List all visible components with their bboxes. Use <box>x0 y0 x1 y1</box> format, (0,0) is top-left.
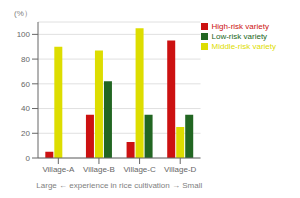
html-text:High-risk variety: High-risk variety <box>211 22 269 31</box>
svg-text:100: 100 <box>17 30 31 39</box>
svg-text:0: 0 <box>26 154 31 163</box>
svg-text:60: 60 <box>21 80 30 89</box>
html-text:Middle-risk variety: Middle-risk variety <box>211 42 276 51</box>
svg-text:Village-B: Village-B <box>83 165 115 174</box>
html-text:Low-risk variety: Low-risk variety <box>211 32 268 41</box>
svg-text:20: 20 <box>21 129 30 138</box>
svg-text:Large ← experience in rice cul: Large ← experience in rice cultivation →… <box>36 181 202 190</box>
svg-text:80: 80 <box>21 55 30 64</box>
svg-text:Village-D: Village-D <box>164 165 197 174</box>
svg-text:Village-C: Village-C <box>123 165 156 174</box>
svg-text:(%）: (%） <box>14 9 32 18</box>
svg-text:40: 40 <box>21 104 30 113</box>
svg-text:Village-A: Village-A <box>42 165 75 174</box>
